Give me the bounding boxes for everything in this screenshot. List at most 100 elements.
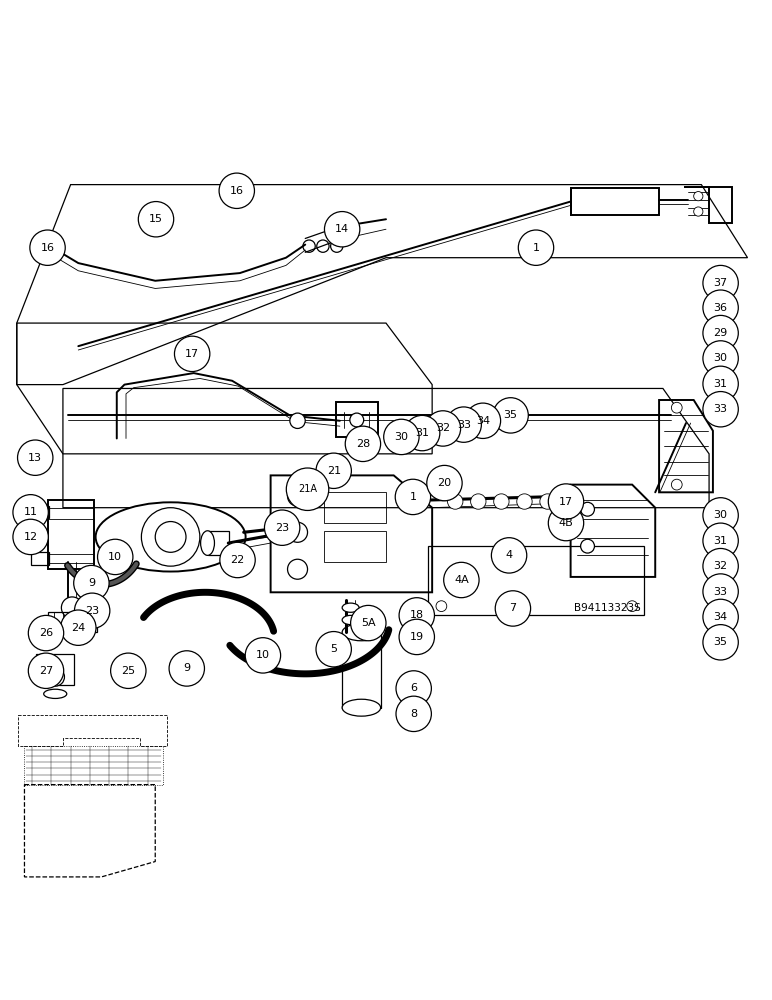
Circle shape (350, 605, 386, 641)
Circle shape (110, 653, 146, 688)
Circle shape (316, 453, 351, 488)
Circle shape (703, 574, 738, 609)
Text: 21A: 21A (298, 484, 317, 494)
Circle shape (703, 498, 738, 533)
Text: 28: 28 (356, 439, 370, 449)
Circle shape (61, 610, 96, 645)
Text: 4A: 4A (454, 575, 469, 585)
Text: 4B: 4B (559, 518, 574, 528)
Circle shape (174, 336, 210, 372)
Circle shape (518, 230, 554, 265)
Circle shape (694, 207, 703, 216)
Text: 6: 6 (410, 683, 417, 693)
Circle shape (672, 402, 682, 413)
Text: 34: 34 (476, 416, 490, 426)
Text: 26: 26 (39, 628, 53, 638)
Ellipse shape (409, 609, 426, 618)
Text: 36: 36 (713, 303, 728, 313)
Circle shape (73, 565, 109, 601)
Circle shape (425, 411, 461, 446)
Circle shape (287, 522, 307, 542)
Circle shape (405, 415, 440, 451)
Text: 27: 27 (39, 666, 53, 676)
Circle shape (540, 494, 555, 509)
Circle shape (516, 494, 532, 509)
Text: 13: 13 (29, 453, 42, 463)
Circle shape (466, 403, 500, 438)
Ellipse shape (201, 531, 215, 555)
Circle shape (703, 625, 738, 660)
Ellipse shape (409, 622, 426, 632)
Ellipse shape (342, 624, 381, 641)
Circle shape (324, 212, 360, 247)
Circle shape (29, 615, 64, 651)
Ellipse shape (342, 615, 359, 625)
Circle shape (384, 419, 419, 455)
Text: 18: 18 (410, 610, 424, 620)
Circle shape (492, 538, 527, 573)
Text: 17: 17 (559, 497, 573, 507)
Text: 33: 33 (713, 404, 728, 414)
Text: 4: 4 (506, 550, 513, 560)
Circle shape (287, 559, 307, 579)
Circle shape (399, 619, 435, 655)
Text: 31: 31 (713, 536, 728, 546)
Circle shape (396, 696, 432, 732)
Circle shape (287, 486, 307, 506)
Text: 22: 22 (230, 555, 245, 565)
Circle shape (74, 593, 110, 628)
Text: 37: 37 (713, 278, 728, 288)
Circle shape (548, 505, 584, 541)
Circle shape (703, 548, 738, 584)
Text: 35: 35 (713, 637, 728, 647)
Text: 11: 11 (24, 507, 38, 517)
Circle shape (427, 465, 462, 501)
Circle shape (703, 265, 738, 301)
Circle shape (395, 479, 431, 515)
Circle shape (219, 173, 255, 208)
Circle shape (245, 638, 280, 673)
Circle shape (703, 315, 738, 351)
Circle shape (703, 523, 738, 558)
Circle shape (444, 562, 479, 598)
Ellipse shape (44, 689, 66, 698)
Circle shape (703, 341, 738, 376)
Text: 24: 24 (71, 623, 86, 633)
Text: 5: 5 (330, 644, 337, 654)
Circle shape (316, 632, 351, 667)
Circle shape (627, 601, 638, 612)
Circle shape (446, 407, 482, 442)
Text: 19: 19 (410, 632, 424, 642)
Circle shape (448, 494, 463, 509)
Text: 10: 10 (256, 650, 270, 660)
Text: 32: 32 (436, 423, 450, 433)
Circle shape (548, 484, 584, 519)
Circle shape (13, 519, 49, 555)
Text: 9: 9 (88, 578, 95, 588)
Text: 17: 17 (185, 349, 199, 359)
Ellipse shape (342, 699, 381, 716)
Text: 15: 15 (149, 214, 163, 224)
Circle shape (30, 230, 66, 265)
Text: 32: 32 (713, 561, 728, 571)
Circle shape (350, 413, 364, 427)
Circle shape (399, 598, 435, 633)
Circle shape (581, 539, 594, 553)
Circle shape (493, 398, 528, 433)
Text: 8: 8 (410, 709, 417, 719)
Circle shape (13, 495, 49, 530)
Text: 20: 20 (438, 478, 452, 488)
Text: 30: 30 (713, 353, 728, 363)
Text: 10: 10 (108, 552, 122, 562)
Text: 9: 9 (183, 663, 191, 673)
Circle shape (436, 601, 447, 612)
Text: 5A: 5A (361, 618, 376, 628)
Text: 33: 33 (457, 420, 471, 430)
Text: 33: 33 (713, 587, 728, 597)
Text: 29: 29 (713, 328, 728, 338)
Text: 21: 21 (327, 466, 340, 476)
Circle shape (29, 653, 64, 688)
Text: 16: 16 (230, 186, 244, 196)
Circle shape (703, 599, 738, 635)
Circle shape (265, 510, 300, 545)
